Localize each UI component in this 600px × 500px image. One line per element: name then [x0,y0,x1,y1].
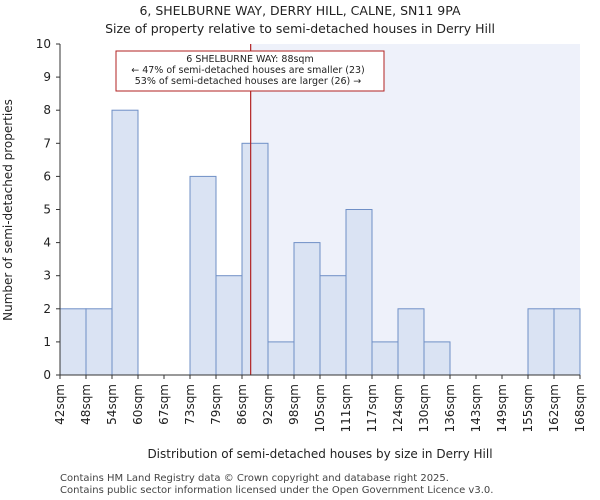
y-tick-label-1: 1 [43,335,51,349]
x-tick-label-155sqm: 155sqm [521,384,535,432]
x-tick-label-124sqm: 124sqm [391,384,405,432]
x-tick-label-73sqm: 73sqm [183,384,197,425]
bar-92sqm [267,341,295,376]
x-tick-label-105sqm: 105sqm [313,384,327,432]
x-axis-label: Distribution of semi-detached houses by … [147,447,492,461]
bar-162sqm [553,308,581,376]
y-tick-label-8: 8 [43,103,51,117]
y-tick-label-0: 0 [43,368,51,382]
chart-canvas: 0 1 2 3 4 5 6 7 8 9 10 42sqm 48sqm 54sqm 60sqm 67sqm 73s… [1,37,587,461]
bar-48sqm [85,308,113,376]
annotation-line-1: 6 SHELBURNE WAY: 88sqm [186,54,313,65]
bar-130sqm [423,341,451,376]
bar-124sqm [397,308,425,376]
x-tick-label-162sqm: 162sqm [547,384,561,432]
y-tick-label-10: 10 [36,37,51,51]
y-tick-label-6: 6 [43,169,51,183]
x-tick-label-42sqm: 42sqm [53,384,67,425]
y-tick-label-4: 4 [43,236,51,250]
y-tick-label-5: 5 [43,203,51,217]
x-tick-label-86sqm: 86sqm [235,384,249,425]
y-tick-label-3: 3 [43,269,51,283]
chart-title: 6, SHELBURNE WAY, DERRY HILL, CALNE, SN1… [139,3,461,18]
footer-line-2: Contains public sector information licen… [60,485,494,496]
y-tick-label-9: 9 [43,70,51,84]
x-tick-label-117sqm: 117sqm [365,384,379,432]
bar-79sqm [215,275,243,376]
bar-98sqm [293,242,321,376]
bar-105sqm [319,275,347,376]
chart-subtitle: Size of property relative to semi-detach… [105,21,495,36]
x-tick-label-111sqm: 111sqm [339,384,353,432]
bar-155sqm [527,308,555,376]
x-tick-label-98sqm: 98sqm [287,384,301,425]
annotation-line-3: 53% of semi-detached houses are larger (… [135,76,362,87]
y-tick-label-2: 2 [43,302,51,316]
bar-42sqm [59,308,87,376]
x-tick-label-92sqm: 92sqm [261,384,275,425]
x-tick-label-79sqm: 79sqm [209,384,223,425]
annotation-box [115,50,385,92]
x-tick-label-130sqm: 130sqm [417,384,431,432]
bar-117sqm [371,341,399,376]
x-tick-label-54sqm: 54sqm [105,384,119,425]
x-tick-label-143sqm: 143sqm [469,384,483,432]
annotation-line-2: ← 47% of semi-detached houses are smalle… [131,65,365,76]
x-tick-label-48sqm: 48sqm [79,384,93,425]
x-tick-label-149sqm: 149sqm [495,384,509,432]
bar-111sqm [345,209,373,376]
x-tick-label-60sqm: 60sqm [131,384,145,425]
y-tick-label-7: 7 [43,136,51,150]
bar-54sqm [111,109,139,376]
x-tick-label-168sqm: 168sqm [573,384,587,432]
y-axis-label: Number of semi-detached properties [1,99,15,321]
x-tick-label-67sqm: 67sqm [157,384,171,425]
footer-line-1: Contains HM Land Registry data © Crown c… [60,473,449,484]
bar-86sqm [241,142,269,376]
x-tick-label-136sqm: 136sqm [443,384,457,432]
bar-73sqm [189,175,217,376]
